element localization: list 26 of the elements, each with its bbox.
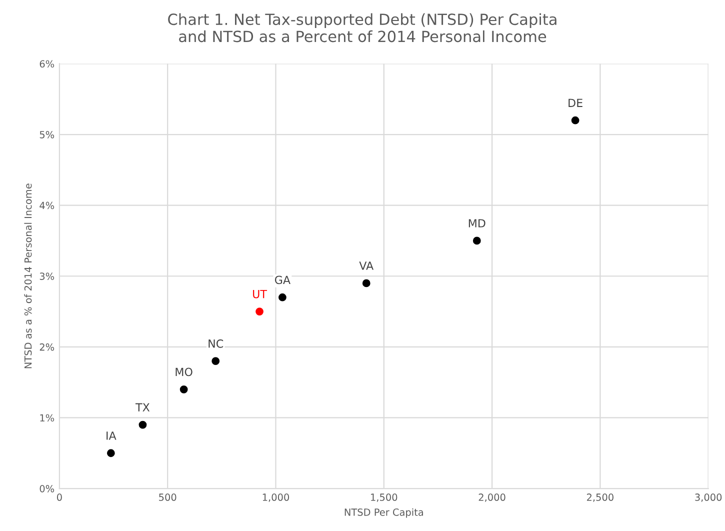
y-tick-label: 0% [40,485,54,492]
annotation: NC [208,339,224,348]
annotation: DE [568,98,582,107]
x-tick-label: 0 [57,494,62,501]
y-tick-label: 6% [40,60,54,68]
annotation: IA [106,432,116,440]
y-tick-label: 3% [40,272,54,280]
annotation: MD [468,219,486,228]
y-tick-label: 4% [40,202,54,210]
annotation: VA [359,262,374,270]
annotation: GA [274,276,290,284]
y-tick-label: 1% [40,414,54,422]
x-tick-label: 1,500 [371,494,398,502]
x-tick-label: 2,500 [586,494,614,502]
chart-title: Chart 1. Net Tax-supported Debt (NTSD) Per Capita and NTSD as a Percent of 2014 Personal Income [168,13,556,42]
y-tick-label: 2% [40,343,54,351]
annotation: TX [135,403,150,412]
x-tick-label: 3,000 [695,494,722,502]
y-axis-title: NTSD as a % of 2014 Personal Income [24,184,32,368]
annotation: MO [176,368,192,376]
y-tick-label: 5% [40,131,54,138]
x-tick-label: 500 [159,494,176,501]
x-tick-label: 2,000 [478,494,506,502]
x-tick-label: 1,000 [262,494,290,502]
annotation: UT [253,290,268,298]
x-axis-title: NTSD Per Capita [344,508,423,518]
